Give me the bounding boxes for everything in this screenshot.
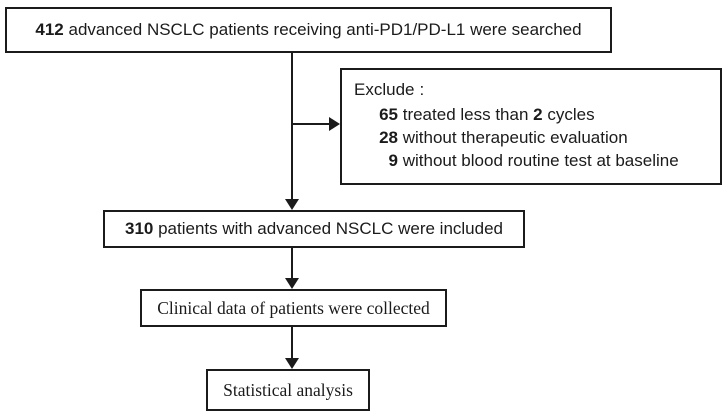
included-text: 310 patients with advanced NSCLC were in…	[124, 219, 503, 238]
exclude-colon: :	[419, 80, 425, 99]
analysis-text: Statistical analysis	[223, 379, 353, 400]
box-clinical-data-collected: Clinical data of patients were collected	[140, 289, 447, 327]
flow-line-searched-to-included	[291, 53, 293, 200]
collected-text: Clinical data of patients were collected	[157, 297, 430, 318]
arrowhead-to-analysis	[285, 358, 299, 369]
box-exclude: Exclude: 65 treated less than 2 cycles 2…	[340, 68, 722, 185]
exclude-title: Exclude:	[354, 80, 425, 99]
flow-line-collected-to-analysis	[291, 327, 293, 359]
searched-text: 412 advanced NSCLC patients receiving an…	[35, 20, 582, 39]
included-count: 310	[124, 219, 154, 238]
box-patients-included: 310 patients with advanced NSCLC were in…	[103, 210, 525, 248]
box-patients-searched: 412 advanced NSCLC patients receiving an…	[5, 7, 612, 53]
box-statistical-analysis: Statistical analysis	[206, 369, 370, 411]
flow-line-included-to-collected	[291, 248, 293, 279]
exclude-item-baseline: 9 without blood routine test at baseline	[354, 149, 712, 172]
flow-line-exclude-branch	[292, 123, 330, 125]
exclude-item-evaluation: 28 without therapeutic evaluation	[354, 126, 712, 149]
arrowhead-to-collected	[285, 278, 299, 289]
searched-count: 412	[35, 20, 64, 39]
arrowhead-to-included	[285, 199, 299, 210]
arrowhead-to-exclude	[329, 117, 340, 131]
exclude-count-baseline: 9	[388, 151, 398, 170]
exclude-item-cycles: 65 treated less than 2 cycles	[354, 103, 712, 126]
exclude-count-cycles: 65	[379, 105, 398, 124]
exclude-count-evaluation: 28	[379, 128, 398, 147]
